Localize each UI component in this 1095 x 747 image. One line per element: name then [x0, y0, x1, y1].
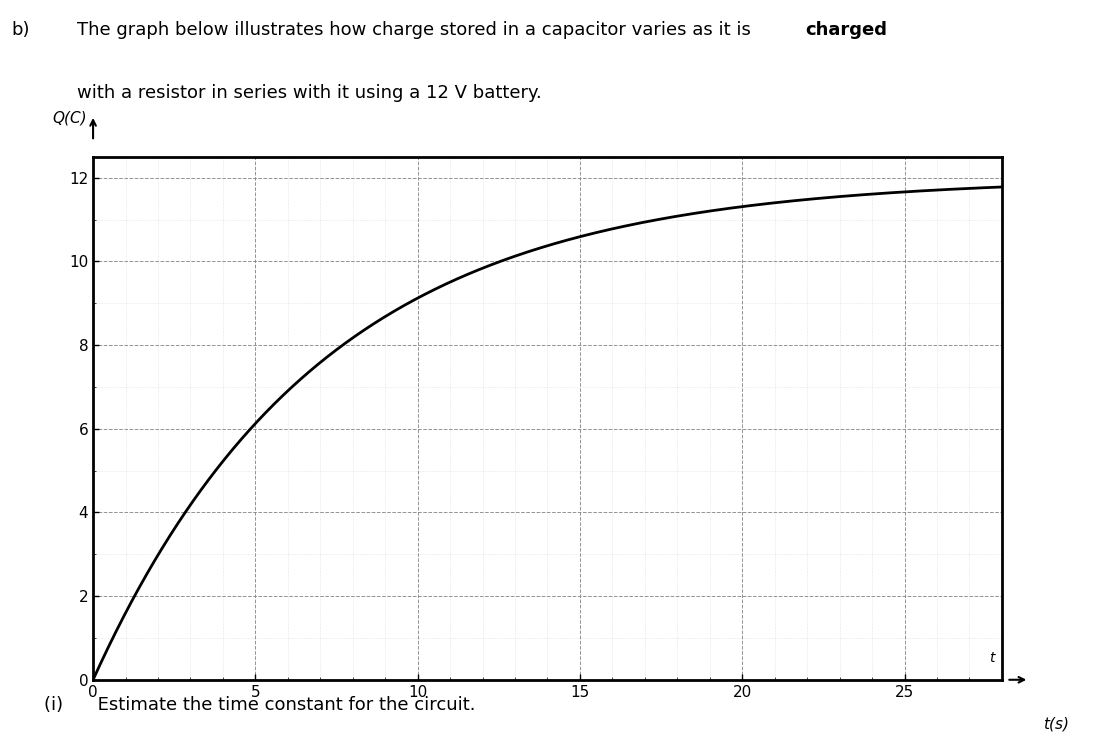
Text: charged: charged — [805, 21, 887, 39]
Text: t(s): t(s) — [1042, 716, 1069, 731]
Text: (i)      Estimate the time constant for the circuit.: (i) Estimate the time constant for the c… — [44, 696, 475, 714]
Text: Q(C): Q(C) — [53, 111, 87, 125]
Text: The graph below illustrates how charge stored in a capacitor varies as it is: The graph below illustrates how charge s… — [77, 21, 757, 39]
Text: b): b) — [11, 21, 30, 39]
Text: with a resistor in series with it using a 12 V battery.: with a resistor in series with it using … — [77, 84, 541, 102]
Text: t: t — [990, 651, 995, 665]
